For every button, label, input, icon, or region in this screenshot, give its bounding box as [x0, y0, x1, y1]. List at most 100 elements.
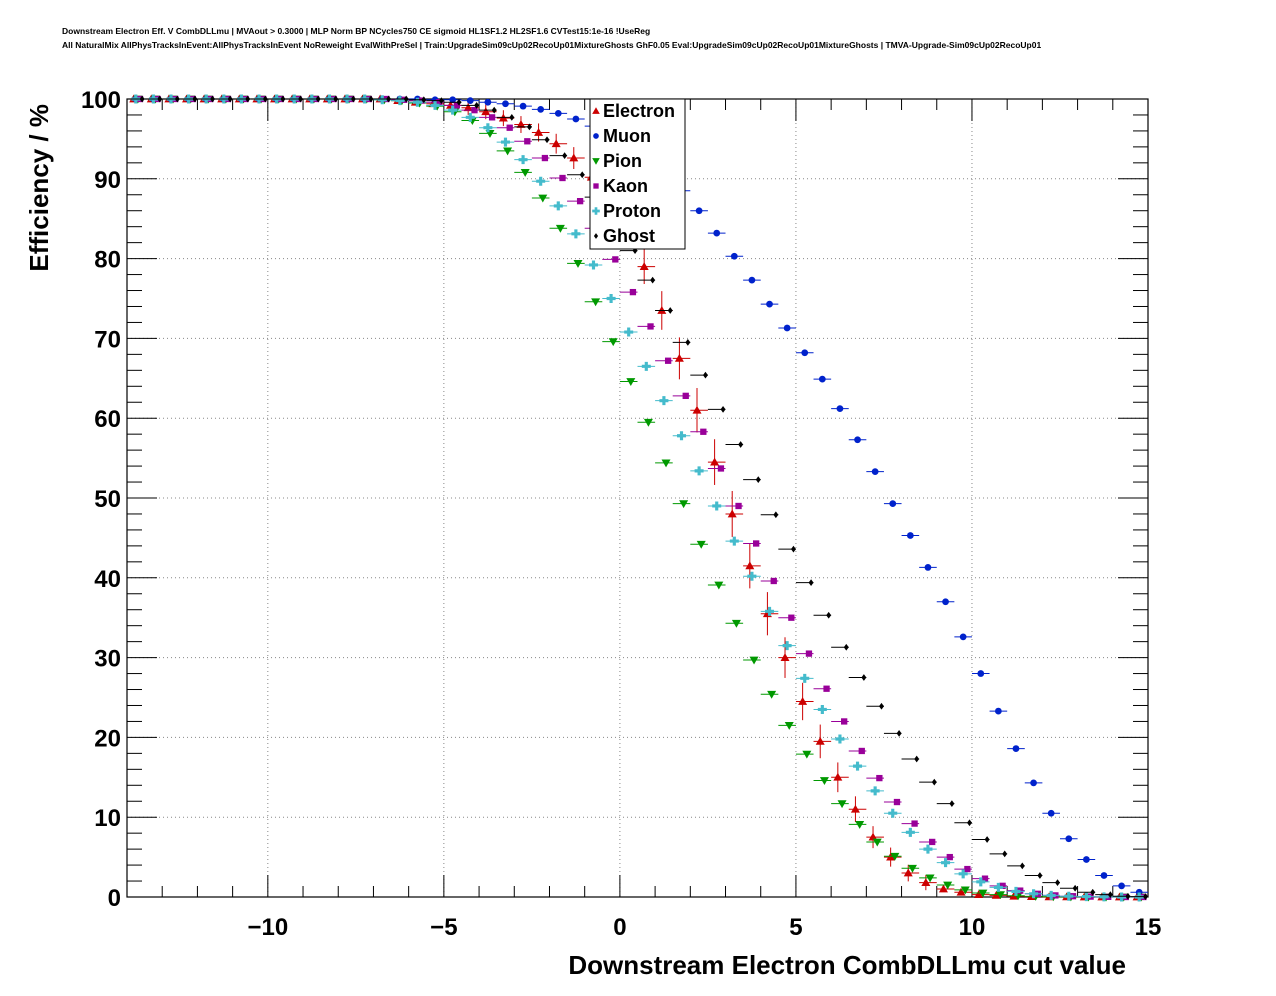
legend-marker [593, 133, 599, 139]
x-tick-label: 0 [613, 914, 626, 941]
data-point [536, 176, 546, 186]
data-point [976, 877, 986, 887]
data-point [520, 169, 530, 177]
data-point [942, 598, 949, 606]
data-point [526, 123, 532, 131]
data-point [999, 882, 1006, 889]
data-point [518, 155, 528, 165]
data-point [853, 761, 863, 771]
data-point [555, 224, 565, 233]
data-point [800, 673, 810, 683]
data-point [624, 327, 634, 337]
data-point [729, 536, 739, 546]
data-point [946, 853, 953, 861]
data-point [1012, 745, 1020, 752]
data-point [573, 260, 583, 268]
data-point [386, 95, 392, 103]
data-point [626, 378, 636, 386]
data-point [925, 874, 935, 883]
data-point [958, 869, 968, 879]
data-point [639, 262, 649, 270]
y-tick-label: 30 [94, 646, 121, 673]
data-point [519, 102, 527, 110]
data-point [1011, 886, 1021, 896]
data-point [819, 777, 829, 785]
legend-marker [593, 183, 599, 189]
legend-label: Electron [603, 101, 675, 121]
data-point [682, 392, 689, 400]
data-point [466, 97, 474, 104]
data-point [629, 288, 637, 296]
data-point [1118, 882, 1125, 890]
data-point [823, 685, 830, 692]
y-tick-label: 100 [81, 87, 121, 114]
data-point [421, 96, 427, 104]
data-point [1117, 892, 1127, 902]
data-point [694, 466, 704, 476]
data-point [506, 124, 513, 131]
series-ghost [127, 95, 1149, 900]
x-tick-label: −10 [247, 914, 288, 941]
data-point [700, 428, 707, 435]
data-point [685, 339, 691, 346]
data-point [1047, 809, 1055, 817]
data-point [551, 139, 561, 148]
legend-marker [592, 207, 600, 215]
data-point [576, 197, 584, 205]
data-point [802, 750, 812, 759]
legend-label: Ghost [603, 226, 655, 246]
data-point [817, 704, 827, 714]
data-point [395, 96, 405, 106]
data-point [1090, 888, 1096, 896]
data-point [805, 650, 813, 657]
data-point [1081, 892, 1091, 902]
data-point [139, 95, 145, 103]
y-tick-label: 70 [94, 326, 121, 353]
data-point [818, 375, 826, 383]
x-tick-label: −5 [430, 914, 457, 941]
y-tick-label: 0 [108, 885, 121, 912]
title-line-1: Downstream Electron Eff. V CombDLLmu | M… [62, 26, 651, 36]
data-point [157, 95, 163, 103]
data-point [890, 852, 900, 861]
data-point [368, 95, 374, 103]
data-point [471, 107, 478, 114]
data-point [843, 643, 849, 651]
data-point [977, 670, 985, 677]
data-point [745, 561, 755, 570]
data-point [483, 123, 493, 133]
data-point [888, 808, 898, 818]
data-point [174, 95, 180, 103]
data-point [850, 804, 860, 813]
data-point [870, 786, 880, 796]
data-point [914, 755, 920, 763]
data-point [315, 95, 321, 103]
data-point [964, 865, 971, 873]
y-tick-label: 60 [94, 406, 121, 433]
data-point [871, 468, 879, 476]
data-point [1072, 884, 1078, 892]
legend-label: Proton [603, 201, 661, 221]
data-point [677, 431, 687, 441]
data-point [730, 252, 738, 260]
data-point [412, 97, 422, 107]
data-point [837, 800, 847, 809]
data-point [641, 361, 651, 371]
data-point [509, 113, 515, 121]
data-point [210, 95, 216, 103]
data-point [1046, 890, 1056, 900]
legend: Electron Muon Pion Kaon Proton Ghost [589, 98, 686, 250]
data-point [889, 500, 897, 507]
data-point [755, 476, 761, 484]
data-point [1100, 872, 1108, 879]
data-point [921, 878, 931, 887]
data-point [474, 102, 480, 109]
legend-marker [592, 107, 600, 114]
data-point [854, 436, 861, 444]
data-point [465, 112, 475, 122]
data-point [350, 95, 356, 103]
data-point [735, 502, 742, 510]
data-point [538, 194, 548, 203]
data-point [993, 882, 1003, 892]
